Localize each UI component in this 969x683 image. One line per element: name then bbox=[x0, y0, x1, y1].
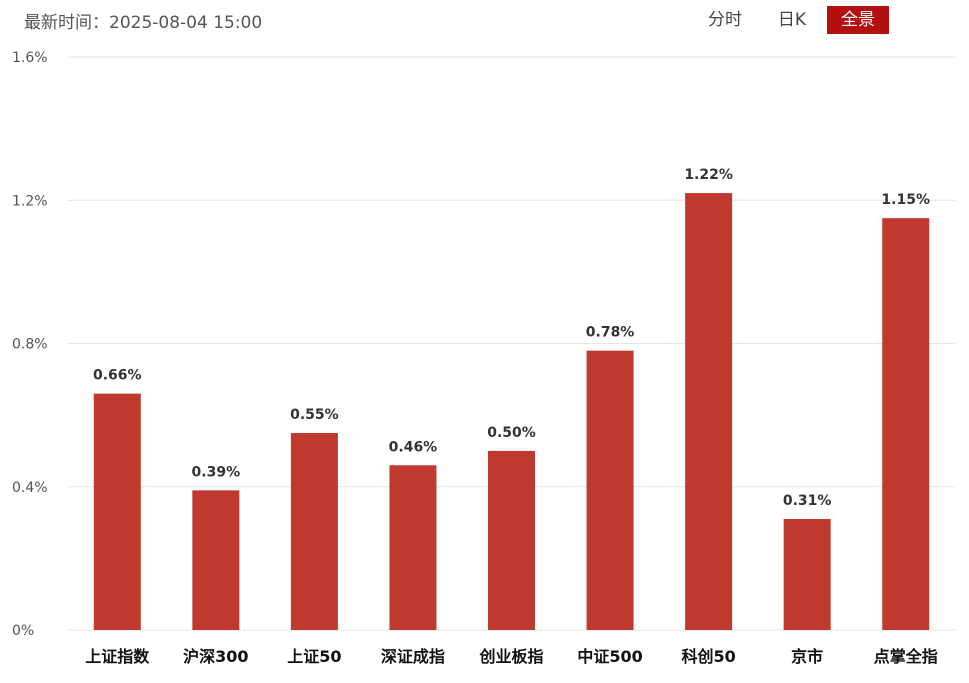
y-tick-label: 0.8% bbox=[12, 337, 48, 353]
tab-panorama[interactable]: 全景 bbox=[827, 6, 889, 34]
x-tick-label: 沪深300 bbox=[183, 647, 248, 666]
bar bbox=[192, 490, 240, 630]
data-label: 0.31% bbox=[783, 493, 832, 509]
data-label: 0.55% bbox=[290, 407, 339, 423]
bar bbox=[685, 193, 733, 630]
y-tick-label: 1.2% bbox=[12, 193, 48, 209]
x-tick-label: 上证50 bbox=[287, 647, 341, 666]
bar bbox=[290, 433, 338, 630]
y-tick-label: 0% bbox=[12, 623, 34, 639]
x-tick-label: 科创50 bbox=[681, 647, 735, 666]
data-label: 0.66% bbox=[93, 368, 142, 384]
data-label: 0.39% bbox=[192, 464, 241, 480]
x-tick-label: 中证500 bbox=[577, 647, 642, 666]
x-tick-label: 上证指数 bbox=[85, 647, 150, 666]
bar bbox=[488, 450, 535, 630]
bar bbox=[882, 218, 930, 630]
y-tick-label: 0.4% bbox=[12, 480, 48, 496]
x-tick-label: 京市 bbox=[791, 647, 823, 666]
bar bbox=[389, 465, 437, 630]
data-label: 1.15% bbox=[881, 192, 930, 208]
y-tick-label: 1.6% bbox=[12, 50, 48, 66]
bar bbox=[586, 350, 634, 630]
x-tick-label: 点掌全指 bbox=[874, 647, 938, 666]
data-label: 0.78% bbox=[586, 325, 635, 341]
x-tick-label: 深证成指 bbox=[381, 647, 445, 666]
latest-time-label: 最新时间：2025-08-04 15:00 bbox=[24, 13, 263, 33]
data-label: 0.46% bbox=[389, 439, 438, 455]
x-tick-label: 创业板指 bbox=[478, 647, 543, 666]
bar bbox=[93, 393, 141, 630]
tab-intraday[interactable]: 分时 bbox=[708, 10, 742, 30]
data-label: 1.22% bbox=[684, 167, 733, 183]
data-label: 0.50% bbox=[487, 425, 536, 441]
tab-daily-k[interactable]: 日K bbox=[777, 10, 807, 30]
bar bbox=[783, 518, 831, 630]
